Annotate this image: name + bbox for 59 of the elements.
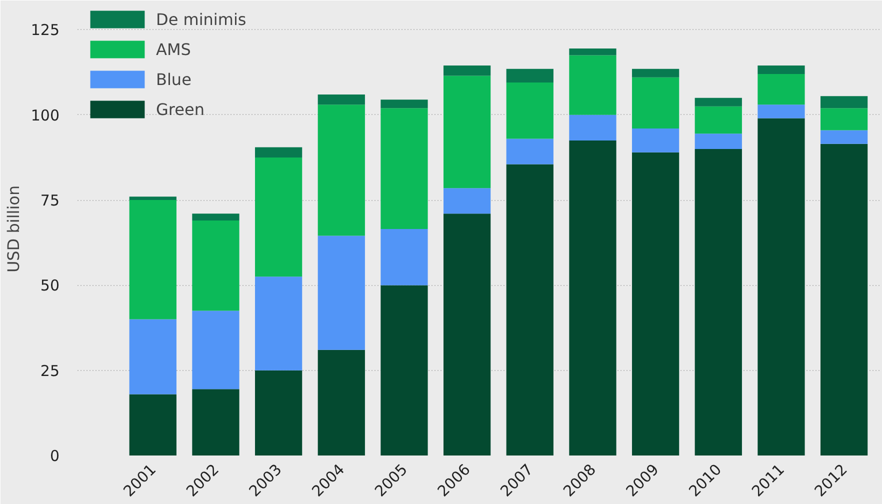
legend-label: Green [156, 100, 204, 118]
bar [758, 104, 805, 118]
bar [758, 66, 805, 74]
bar [820, 96, 868, 108]
bar [820, 144, 868, 456]
bar [569, 55, 616, 115]
bar [444, 188, 491, 214]
legend-label: De minimis [156, 10, 246, 28]
bar [694, 98, 742, 106]
bar [380, 100, 428, 108]
bar [129, 200, 176, 320]
bar [506, 138, 554, 164]
bar [318, 350, 365, 456]
bar [255, 276, 302, 370]
bar [380, 108, 428, 229]
bar [694, 134, 742, 149]
bar [129, 196, 176, 200]
bar [318, 94, 365, 105]
bar [758, 74, 805, 105]
legend-label: Blue [156, 70, 192, 88]
bar [569, 114, 616, 140]
bar [129, 319, 176, 394]
bar [255, 370, 302, 456]
y-tick-label: 75 [40, 192, 60, 210]
bar [632, 128, 680, 152]
bar [632, 77, 680, 129]
bar [192, 214, 240, 220]
y-tick-label: 125 [30, 21, 60, 40]
bar [569, 140, 616, 456]
y-tick-label: 0 [50, 447, 60, 465]
bar [632, 68, 680, 78]
bar [192, 389, 240, 456]
bar [255, 157, 302, 277]
bar [192, 310, 240, 390]
bar [192, 220, 240, 311]
bar [318, 104, 365, 236]
bar [506, 68, 554, 83]
bar [318, 236, 365, 350]
bar [255, 147, 302, 158]
bar [820, 130, 868, 144]
y-tick-label: 100 [30, 106, 60, 124]
bar [444, 214, 491, 456]
bar [694, 148, 742, 456]
y-tick-label: 25 [40, 362, 60, 380]
bar [820, 108, 868, 130]
bar [632, 152, 680, 456]
bar [129, 394, 176, 456]
y-tick-label: 50 [40, 276, 60, 295]
bar [694, 106, 742, 134]
bar [380, 229, 428, 286]
bar [506, 82, 554, 139]
bar [506, 164, 554, 456]
bar [569, 48, 616, 56]
bar [444, 66, 491, 76]
bar [758, 118, 805, 456]
y-axis-title: USD billion [4, 185, 23, 273]
legend-label: AMS [156, 40, 191, 58]
bar [444, 76, 491, 188]
bar [380, 285, 428, 456]
